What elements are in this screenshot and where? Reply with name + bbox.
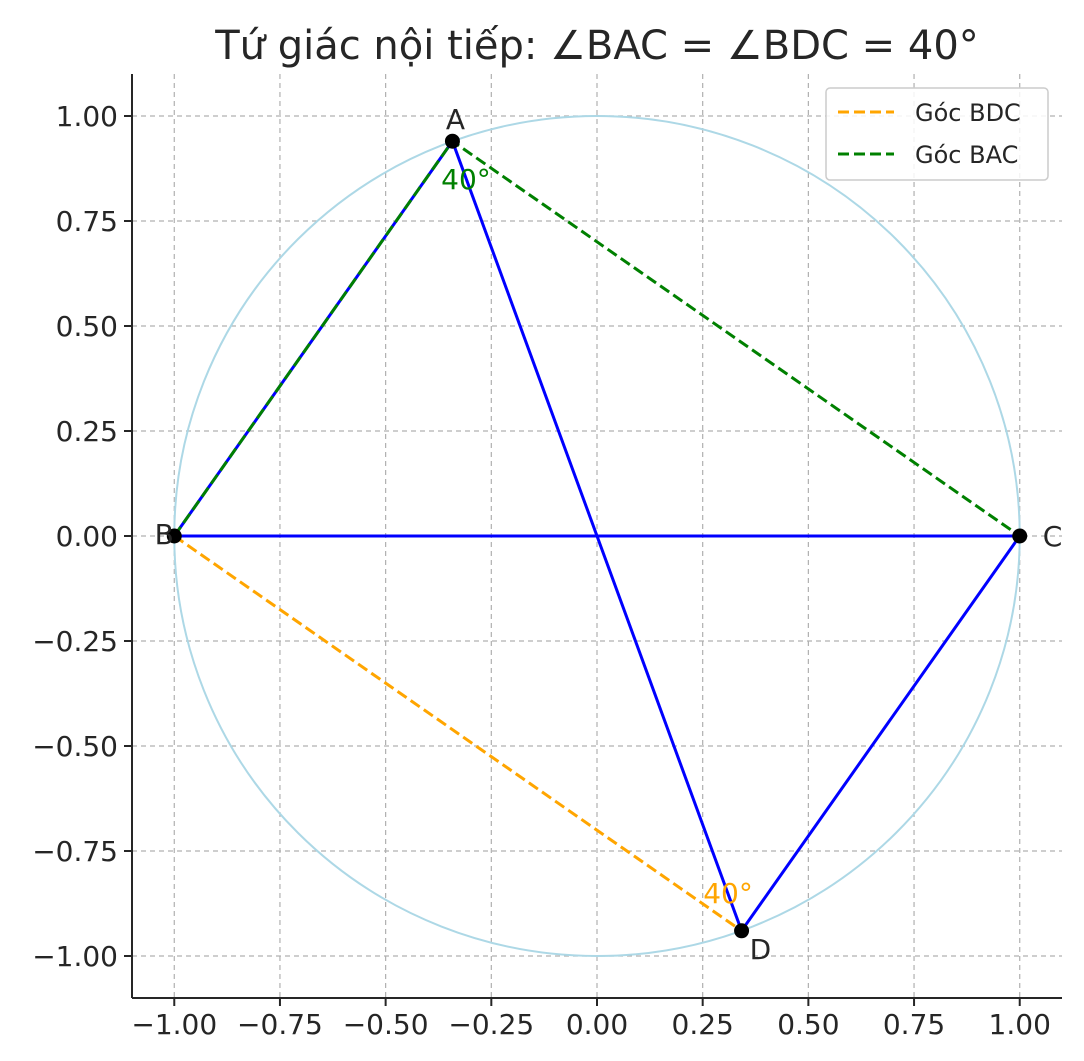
x-tick-label-6: 0.50 <box>777 1008 839 1041</box>
y-tick-label-5: 0.25 <box>56 415 118 448</box>
angle-annotation-1: 40° <box>703 877 753 910</box>
y-tick-label-1: −0.75 <box>32 835 118 868</box>
y-tick-label-7: 0.75 <box>56 205 118 238</box>
angle-annotation-0: 40° <box>441 163 491 196</box>
point-label-c: C <box>1043 520 1063 553</box>
point-label-b: B <box>155 518 174 551</box>
x-tick-label-4: 0.00 <box>566 1008 628 1041</box>
y-axis-ticks: −1.00 −0.75 −0.50 −0.25 0.00 0.25 0.50 0.75 1.00 <box>32 100 132 973</box>
points <box>166 133 1028 939</box>
x-tick-label-1: −0.75 <box>237 1008 323 1041</box>
legend: Góc BDC Góc BAC <box>825 87 1049 181</box>
y-tick-label-3: −0.25 <box>32 625 118 658</box>
x-tick-label-2: −0.50 <box>343 1008 429 1041</box>
legend-label-0: Góc BDC <box>915 99 1021 127</box>
y-tick-label-2: −0.50 <box>32 730 118 763</box>
legend-label-1: Góc BAC <box>915 141 1018 169</box>
angle-annotations: 40° 40° <box>441 163 753 910</box>
point-label-a: A <box>446 103 465 136</box>
point-label-d: D <box>750 933 772 966</box>
x-tick-label-0: −1.00 <box>131 1008 217 1041</box>
x-tick-label-7: 0.75 <box>883 1008 945 1041</box>
segment-DC <box>740 535 1021 932</box>
point-labels: A B C D <box>155 103 1063 966</box>
series-line-0 <box>173 534 743 933</box>
x-tick-label-8: 1.00 <box>989 1008 1051 1041</box>
point-a <box>444 133 460 149</box>
y-tick-label-0: −1.00 <box>32 940 118 973</box>
chart-title: Tứ giác nội tiếp: ∠BAC = ∠BDC = 40° <box>214 23 979 69</box>
y-tick-label-4: 0.00 <box>56 520 118 553</box>
point-d <box>734 923 750 939</box>
x-axis-ticks: −1.00 −0.75 −0.50 −0.25 0.00 0.25 0.50 0.75 1.00 <box>131 998 1051 1041</box>
x-tick-label-3: −0.25 <box>448 1008 534 1041</box>
legend-box <box>825 87 1049 181</box>
x-tick-label-5: 0.25 <box>672 1008 734 1041</box>
point-c <box>1012 528 1028 544</box>
y-tick-label-8: 1.00 <box>56 100 118 133</box>
point-b <box>166 528 182 544</box>
y-tick-label-6: 0.50 <box>56 310 118 343</box>
